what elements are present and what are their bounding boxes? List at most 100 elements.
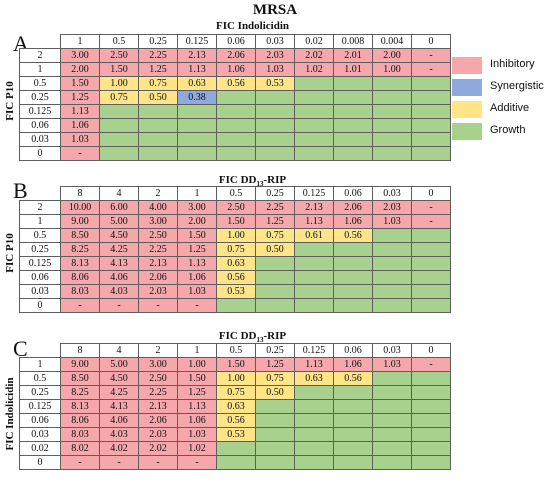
fic-cell	[333, 242, 373, 257]
table-row: 0.25 8.25 4.25 2.25 1.25 0.75 0.50	[19, 385, 451, 400]
fic-cell: 1.13	[177, 399, 217, 414]
table-row: 0.06 8.06 4.06 2.06 1.06 0.56	[19, 270, 451, 285]
fic-cell	[294, 270, 334, 285]
fic-cell	[333, 284, 373, 299]
fic-cell: 0.56	[216, 413, 256, 428]
fic-cell	[216, 118, 256, 133]
fic-cell: 2.50	[99, 48, 139, 63]
table-row: 0.25 1.25 0.75 0.50 0.38	[19, 90, 451, 105]
row-header: 0.5	[19, 228, 61, 243]
fic-cell: 2.25	[138, 385, 178, 400]
fic-cell	[411, 441, 451, 456]
fic-cell: 1.50	[99, 62, 139, 77]
fic-cell	[177, 146, 217, 161]
fic-cell: 0.61	[294, 228, 334, 243]
fic-cell	[372, 371, 412, 386]
fic-cell	[372, 90, 412, 105]
legend-label-growth: Growth	[490, 124, 526, 136]
table-row: 1 2.00 1.50 1.25 1.13 1.06 1.03 1.02 1.01 1.00-	[19, 62, 451, 77]
fic-cell: 2.00	[372, 48, 412, 63]
fic-cell	[411, 76, 451, 91]
fic-cell	[333, 104, 373, 119]
row-header: 0.03	[19, 132, 61, 147]
fic-cell	[333, 427, 373, 442]
row-header: 0.06	[19, 270, 61, 285]
table-row: 0-	[19, 146, 451, 161]
fic-cell: 0.63	[177, 76, 217, 91]
fic-cell: 2.00	[177, 214, 217, 229]
fic-cell: 1.13	[294, 357, 334, 372]
fic-cell: -	[60, 298, 100, 313]
fic-cell: 1.13	[294, 214, 334, 229]
fic-cell: 8.03	[60, 427, 100, 442]
fic-cell	[333, 399, 373, 414]
fic-cell	[411, 455, 451, 470]
fic-cell: -	[138, 455, 178, 470]
table-row: 0.5 8.50 4.50 2.50 1.50 1.00 0.75 0.61 0.56	[19, 228, 451, 243]
fic-cell	[294, 385, 334, 400]
fic-cell	[333, 132, 373, 147]
fic-cell	[333, 385, 373, 400]
fic-cell: 2.13	[294, 200, 334, 215]
fic-cell: 0.56	[333, 228, 373, 243]
fic-cell: 4.03	[99, 427, 139, 442]
fic-cell: 1.03	[177, 427, 217, 442]
row-header: 0.125	[19, 256, 61, 271]
legend-swatch-growth	[452, 123, 482, 140]
fic-cell	[99, 146, 139, 161]
column-header: 8	[60, 186, 100, 201]
fic-cell: 2.03	[372, 200, 412, 215]
fic-cell: -	[411, 357, 451, 372]
fic-cell	[411, 399, 451, 414]
fic-cell	[411, 146, 451, 161]
fic-cell	[255, 455, 295, 470]
fic-cell: 3.00	[177, 200, 217, 215]
row-header: 0	[19, 455, 61, 470]
fic-cell	[294, 256, 334, 271]
column-header: 0	[411, 343, 451, 358]
row-header: 0.5	[19, 371, 61, 386]
fic-cell: 8.13	[60, 399, 100, 414]
fic-cell: 2.03	[255, 48, 295, 63]
header-row: 8 4 2 1 0.5 0.25 0.125 0.06 0.03 0	[20, 186, 451, 201]
row-header: 1	[19, 214, 61, 229]
row-header: 0.25	[19, 385, 61, 400]
fic-cell: 1.03	[255, 62, 295, 77]
column-header: 2	[138, 186, 178, 201]
fic-cell: 1.25	[60, 90, 100, 105]
fic-cell: -	[99, 455, 139, 470]
fic-cell	[255, 270, 295, 285]
column-header: 0	[411, 34, 451, 49]
fic-cell: 9.00	[60, 357, 100, 372]
legend-label-synergistic: Synergistic	[490, 80, 544, 92]
panel-b-letter: B	[13, 178, 28, 203]
fic-cell: 1.06	[60, 118, 100, 133]
fic-cell: 0.53	[216, 427, 256, 442]
fic-cell	[255, 118, 295, 133]
fic-cell: 0.75	[99, 90, 139, 105]
fic-cell: 2.13	[138, 256, 178, 271]
panel-c-title: FIC DD13-RIP	[218, 330, 287, 345]
fic-cell	[333, 146, 373, 161]
fic-cell	[99, 104, 139, 119]
fic-cell	[216, 146, 256, 161]
fic-cell: 1.03	[372, 214, 412, 229]
fic-cell: 1.50	[216, 214, 256, 229]
fic-cell	[372, 242, 412, 257]
fic-cell: 0.50	[255, 385, 295, 400]
figure-title: MRSA	[252, 2, 298, 18]
fic-cell	[138, 118, 178, 133]
fic-cell	[294, 118, 334, 133]
column-header: 2	[138, 343, 178, 358]
fic-cell	[294, 242, 334, 257]
panel-c-ylabel: FIC Indolicidin	[4, 377, 16, 451]
fic-cell	[411, 228, 451, 243]
fic-cell: 8.25	[60, 385, 100, 400]
fic-cell	[294, 90, 334, 105]
panel-a-title: FIC Indolicidin	[215, 20, 290, 32]
fic-cell	[411, 132, 451, 147]
fic-cell: 2.25	[138, 48, 178, 63]
fic-cell	[372, 146, 412, 161]
table-row: 2 10.00 6.00 4.00 3.00 2.50 2.25 2.13 2.06 2.03-	[19, 200, 451, 215]
fic-cell: 1.00	[372, 62, 412, 77]
